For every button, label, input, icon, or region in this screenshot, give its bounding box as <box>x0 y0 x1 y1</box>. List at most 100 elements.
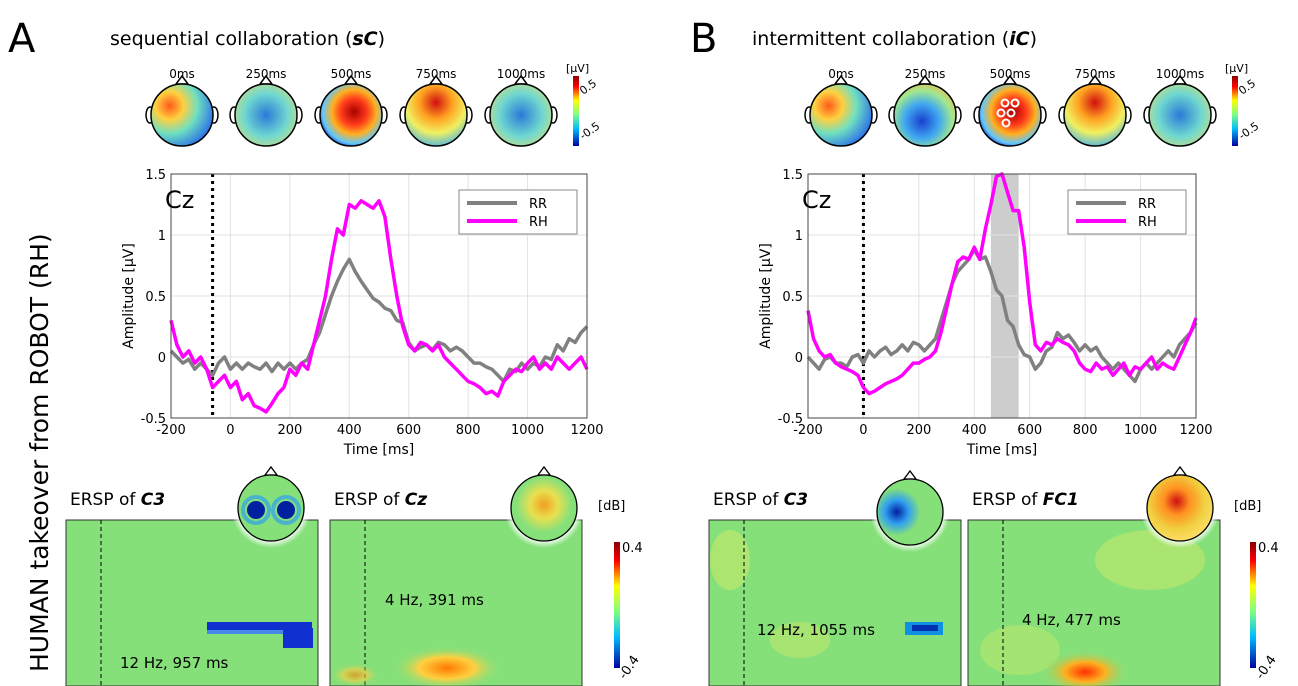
channel-label: Cz <box>165 186 194 214</box>
topomap <box>1058 74 1132 147</box>
x-tick-label: 400 <box>337 423 362 438</box>
topomaps-b: 0ms 250ms 500ms 750ms 1000ms [µV] 0.5 -0… <box>804 62 1261 147</box>
series-line-rh <box>169 199 589 414</box>
ersp-tick: -0.4 <box>1253 653 1280 682</box>
legend-label: RH <box>1138 215 1157 230</box>
topo-time-label: 500ms <box>990 67 1031 81</box>
y-tick-label: 0.5 <box>145 290 166 305</box>
y-tick-label: 0 <box>795 351 803 366</box>
y-tick-label: 0.5 <box>782 290 803 305</box>
ersp-unit: [dB] <box>598 499 625 514</box>
x-tick-label: 1000 <box>511 423 544 438</box>
topo-unit: [µV] <box>566 62 589 75</box>
topo-tick: -0.5 <box>577 119 602 142</box>
panel-title-b-emph: iC <box>1009 28 1030 50</box>
ersp-panels-b: ERSP of C3 12 Hz, 1055 ms ERSP of FC1 4 … <box>708 465 1280 686</box>
x-tick-label: 800 <box>456 423 481 438</box>
topomap <box>399 74 473 147</box>
x-tick-label: 0 <box>226 423 234 438</box>
channel-label: Cz <box>802 186 831 214</box>
erp-chart-b: -200 0 200 400 600 800 1000 1200 -0.5 0 0.5 1 1.5 Cz R… <box>758 168 1213 458</box>
y-tick-label: 1.5 <box>145 168 166 183</box>
topo-time-label: 750ms <box>1075 67 1116 81</box>
y-tick-label: 0 <box>158 351 166 366</box>
series-line-rr <box>806 247 1198 384</box>
topo-time-label: 250ms <box>905 67 946 81</box>
topomaps-a: 0ms 250ms 500ms 750ms 1000ms [µV] 0.5 -0… <box>145 62 602 147</box>
topo-time-label: 0ms <box>169 67 195 81</box>
x-tick-label: -200 <box>793 423 823 438</box>
topomap <box>314 74 388 147</box>
ersp-tick: -0.4 <box>616 653 643 682</box>
legend-box <box>458 189 578 235</box>
panel-title-a-emph: sC <box>352 28 377 50</box>
y-tick-label: -0.5 <box>778 412 803 427</box>
ersp-topomap <box>870 469 950 552</box>
x-tick-label: 200 <box>277 423 302 438</box>
y-tick-label: 1 <box>795 229 803 244</box>
panel-title-a-plain: sequential collaboration ( <box>110 28 352 50</box>
panel-letter-b: B <box>690 16 717 62</box>
ersp-topomap <box>504 465 584 548</box>
topomap <box>484 74 558 147</box>
topomap <box>888 74 962 147</box>
ersp-blob <box>392 646 502 686</box>
ersp-panels-a: ERSP of C3 12 Hz, 957 ms ERSP of Cz 4 Hz… <box>65 465 643 686</box>
ersp-tick: 0.4 <box>622 541 643 556</box>
x-tick-label: 1000 <box>1124 423 1157 438</box>
ersp-annotation: 4 Hz, 477 ms <box>1022 611 1121 629</box>
x-tick-label: 200 <box>906 423 931 438</box>
ersp-topomap <box>231 465 311 548</box>
panel-title-a-close: ) <box>378 28 385 50</box>
legend-label: RR <box>1138 197 1156 212</box>
panel-title-b-close: ) <box>1030 28 1037 50</box>
topo-time-label: 500ms <box>331 67 372 81</box>
topo-colorbar <box>573 76 579 146</box>
x-tick-label: 600 <box>1017 423 1042 438</box>
y-axis-label: Amplitude [µV] <box>758 243 774 349</box>
x-tick-label: 400 <box>962 423 987 438</box>
topo-time-label: 1000ms <box>1156 67 1204 81</box>
y-tick-label: 1 <box>158 229 166 244</box>
erp-chart-a: -200 0 200 400 600 800 1000 1200 -0.5 0 0.5 1 1.5 Cz R… <box>121 168 604 458</box>
x-axis-label: Time [ms] <box>966 442 1038 458</box>
ersp-annotation: 12 Hz, 1055 ms <box>757 621 875 639</box>
topo-tick: 0.5 <box>577 77 599 98</box>
x-tick-label: 1200 <box>1179 423 1212 438</box>
ersp-blob <box>283 628 313 648</box>
topomap <box>145 74 219 147</box>
x-tick-label: 0 <box>859 423 867 438</box>
legend-label: RR <box>529 197 547 212</box>
legend-box <box>1067 189 1187 235</box>
x-axis-label: Time [ms] <box>343 442 415 458</box>
ersp-title: ERSP of C3 <box>713 490 808 510</box>
y-axis-label: Amplitude [µV] <box>121 243 137 349</box>
x-tick-label: 800 <box>1073 423 1098 438</box>
ersp-title: ERSP of FC1 <box>972 490 1079 510</box>
topo-colorbar <box>1232 76 1238 146</box>
ersp-topomap <box>1140 465 1220 548</box>
ersp-annotation: 12 Hz, 957 ms <box>120 654 229 672</box>
topomap <box>804 74 878 147</box>
topo-unit: [µV] <box>1225 62 1248 75</box>
ersp-colorbar <box>614 542 620 668</box>
topo-time-label: 750ms <box>416 67 457 81</box>
ersp-title: ERSP of Cz <box>334 490 427 510</box>
x-tick-label: 600 <box>396 423 421 438</box>
panel-title-a: sequential collaboration (sC) <box>110 28 385 50</box>
topomap <box>1143 74 1217 147</box>
ersp-unit: [dB] <box>1234 499 1261 514</box>
ersp-title: ERSP of C3 <box>70 490 165 510</box>
panel-title-b: intermittent collaboration (iC) <box>752 28 1037 50</box>
topomap <box>973 74 1047 147</box>
x-tick-label: 1200 <box>570 423 603 438</box>
topomap <box>229 74 303 147</box>
topo-tick: -0.5 <box>1236 119 1261 142</box>
ersp-tick: 0.4 <box>1258 541 1279 556</box>
plot-frame <box>170 173 588 419</box>
panel-letter-a: A <box>8 16 36 62</box>
topo-tick: 0.5 <box>1236 77 1258 98</box>
plot-frame <box>807 173 1197 419</box>
topo-time-label: 250ms <box>246 67 287 81</box>
